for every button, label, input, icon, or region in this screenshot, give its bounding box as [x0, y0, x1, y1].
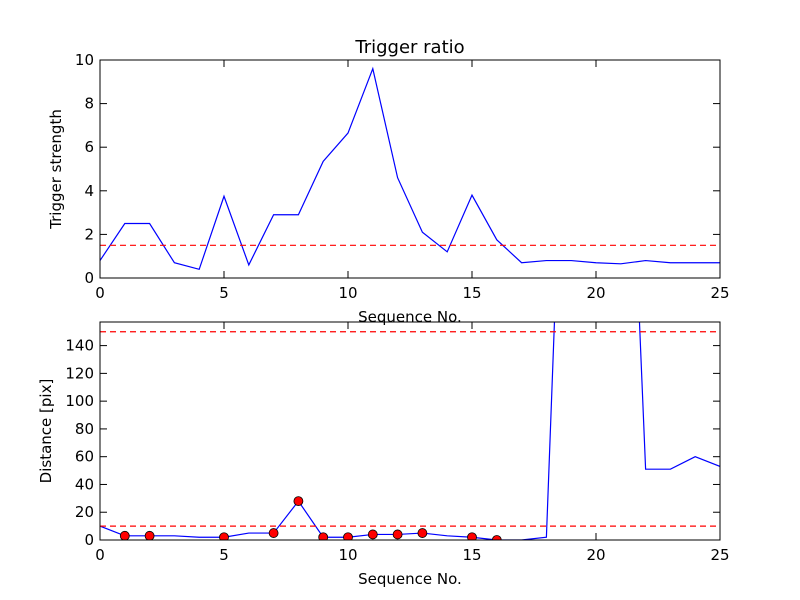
chart-trigger-ratio: Trigger ratio Sequence No. Trigger stren… — [47, 37, 730, 326]
series-line — [100, 66, 720, 271]
x-tick-label: 20 — [586, 284, 605, 302]
chart-distance: Sequence No. Distance [pix] 0 5 10 15 20 25 0 2… — [37, 321, 730, 588]
data-point — [491, 535, 502, 540]
x-axis-label: Sequence No. — [358, 570, 462, 588]
y-tick-label: 20 — [75, 503, 94, 521]
y-tick-label: 60 — [75, 448, 94, 466]
y-tick-label: 120 — [65, 364, 94, 382]
data-point — [119, 530, 130, 540]
data-point — [144, 530, 155, 540]
plot-area — [100, 66, 720, 271]
data-point — [467, 532, 477, 540]
y-tick-label: 8 — [84, 95, 94, 113]
x-tick-label: 15 — [462, 546, 481, 564]
y-tick-label: 6 — [84, 138, 94, 156]
x-tick-label: 25 — [710, 546, 729, 564]
x-axis-label: Sequence No. — [358, 308, 462, 326]
data-point — [219, 532, 229, 540]
data-point — [293, 496, 304, 507]
tick-group: 0 5 10 15 20 25 0 20 40 60 80 100 120 140 — [65, 322, 730, 564]
x-tick-label: 0 — [95, 284, 105, 302]
data-point — [417, 528, 428, 538]
x-tick-label: 5 — [219, 546, 229, 564]
data-point — [343, 532, 353, 540]
x-tick-label: 5 — [219, 284, 229, 302]
y-tick-label: 40 — [75, 475, 94, 493]
data-point — [392, 529, 403, 540]
y-tick-label: 80 — [75, 420, 94, 438]
x-tick-label: 0 — [95, 546, 105, 564]
y-axis-label: Distance [pix] — [37, 379, 55, 484]
x-tick-label: 10 — [338, 546, 357, 564]
series-group — [100, 322, 720, 540]
series-group — [100, 66, 720, 271]
axes-frame — [99, 321, 721, 541]
tick-group: 0 5 10 15 20 25 0 2 4 6 8 10 — [75, 51, 730, 302]
x-tick-label: 20 — [586, 546, 605, 564]
series-line — [100, 322, 720, 540]
y-tick-label: 0 — [84, 269, 94, 287]
data-point — [367, 529, 378, 540]
data-point — [268, 528, 279, 538]
chart-title: Trigger ratio — [354, 37, 464, 58]
y-axis-label: Trigger strength — [47, 109, 65, 230]
data-point — [318, 532, 329, 540]
x-tick-label: 15 — [462, 284, 481, 302]
axes-frame — [99, 59, 721, 279]
y-tick-label: 100 — [65, 392, 94, 410]
x-tick-label: 25 — [710, 284, 729, 302]
plot-area — [100, 322, 720, 540]
y-tick-label: 140 — [65, 337, 94, 355]
y-tick-label: 0 — [84, 531, 94, 549]
y-tick-label: 2 — [84, 225, 94, 243]
x-tick-label: 10 — [338, 284, 357, 302]
y-tick-label: 4 — [84, 182, 94, 200]
y-tick-label: 10 — [75, 51, 94, 69]
